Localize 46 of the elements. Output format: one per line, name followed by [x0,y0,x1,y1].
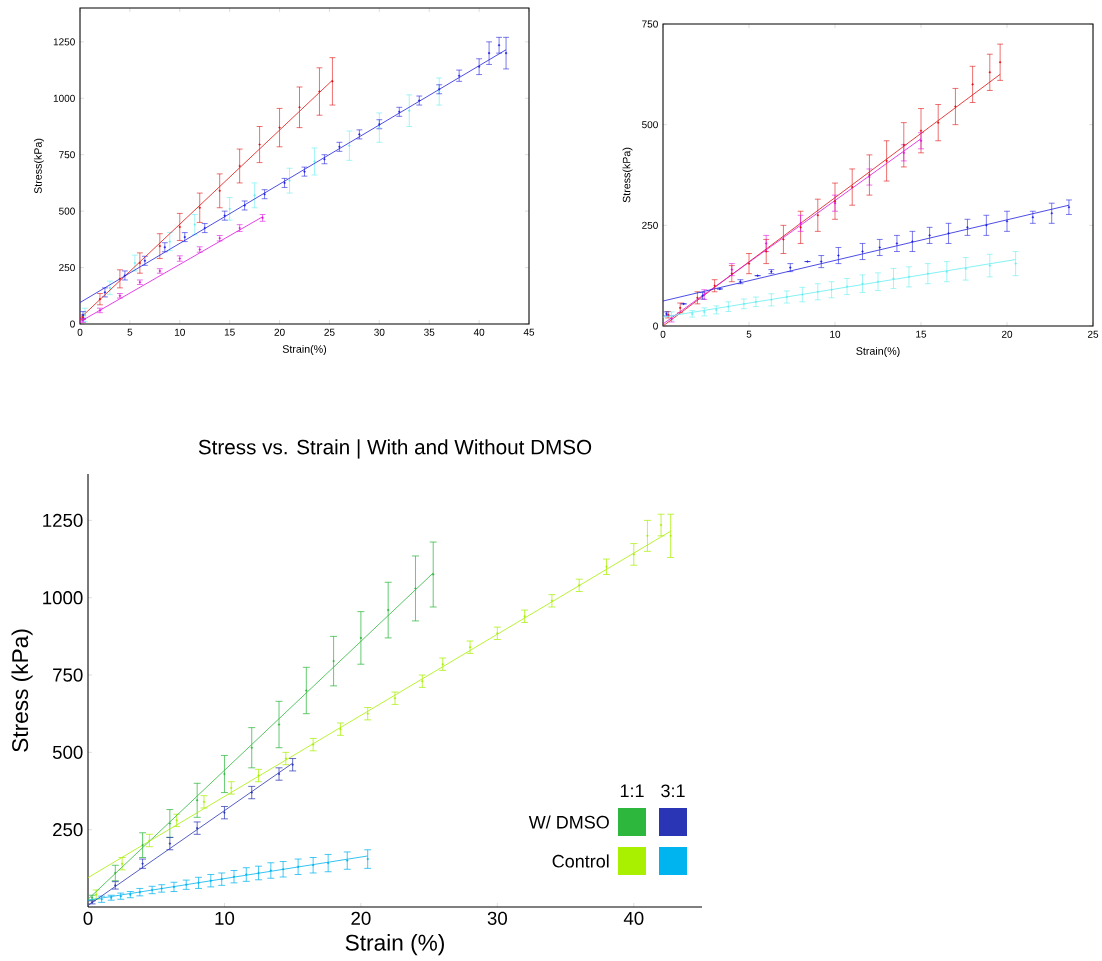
x-tick-label: 40 [623,911,644,925]
y-tick-label: 1000 [53,94,75,102]
x-axis-title: Strain (%) [345,934,444,956]
x-tick-label: 35 [424,328,435,336]
y-tick-label: 500 [642,121,658,129]
y-tick-label: 750 [642,20,658,28]
x-axis-title: Strain(%) [282,344,327,355]
y-tick-label: 500 [59,207,75,215]
x-axis-title: Strain(%) [856,346,900,357]
x-tick-label: 30 [487,911,507,925]
y-tick-label: 1000 [43,591,83,605]
x-tick-label: 40 [473,328,485,336]
y-axis-title: Stress (kPa) [11,629,33,752]
x-tick-label: 25 [1087,330,1099,338]
x-tick-label: 5 [127,328,133,336]
x-tick-label: 45 [523,328,535,336]
y-tick-label: 750 [53,668,83,682]
y-axis-title: Stress(kPa) [622,147,633,203]
x-tick-label: 20 [274,328,285,336]
x-tick-label: 15 [224,328,235,336]
x-tick-label: 10 [174,328,185,336]
annotation: 1:1 [620,784,644,797]
y-tick-label: 1250 [53,38,75,46]
x-tick-label: 25 [324,328,335,336]
y-axis-title: Stress(kPa) [33,138,44,194]
y-tick-label: 250 [59,264,75,272]
y-tick-label: 1250 [43,513,83,528]
x-tick-label: 15 [916,330,927,338]
annotation: Control [552,854,609,868]
y-tick-label: 250 [53,823,83,837]
annotation: 3:1 [661,784,685,798]
y-tick-label: 750 [59,151,75,159]
x-tick-label: 30 [374,328,385,336]
y-tick-label: 250 [642,221,658,229]
annotation: W/ DMSO [528,815,609,829]
y-tick-label: 0 [70,320,75,328]
chart-title: Stress vs. Strain | With and Without DMSO [198,439,592,459]
x-tick-label: 10 [830,330,841,338]
x-tick-label: 20 [351,911,371,925]
x-tick-label: 0 [83,911,93,925]
x-tick-label: 5 [746,330,752,338]
y-tick-label: 0 [653,322,658,330]
y-tick-label: 500 [52,745,83,759]
x-tick-label: 0 [660,330,666,338]
x-tick-label: 20 [1001,330,1013,338]
x-tick-label: 10 [215,911,235,925]
